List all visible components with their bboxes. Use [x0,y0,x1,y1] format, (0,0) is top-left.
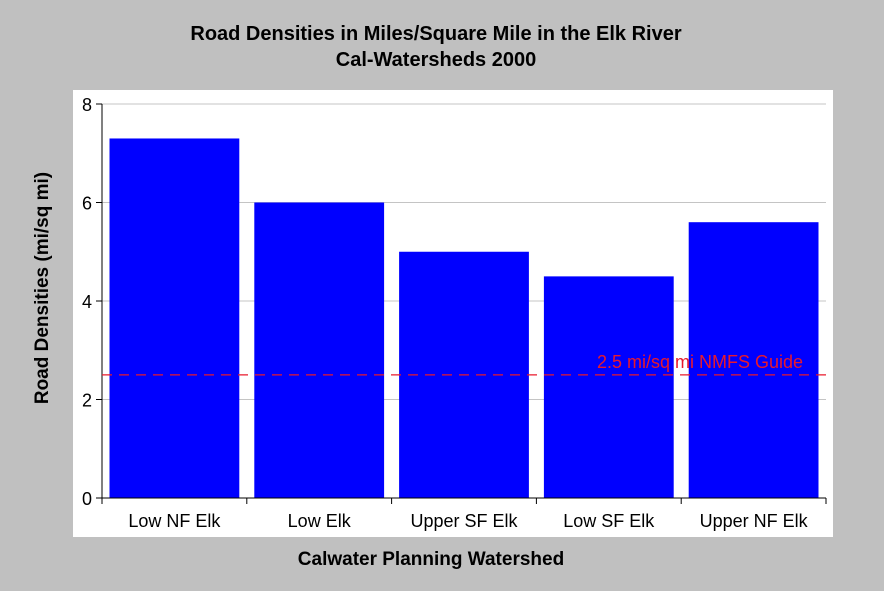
y-tick-label: 6 [82,194,92,214]
bar-1 [109,138,240,498]
x-tick-label: Low SF Elk [563,511,655,531]
x-axis-label: Calwater Planning Watershed [297,549,565,570]
x-tick-label: Upper SF Elk [410,511,518,531]
reference-line-label: 2.5 mi/sq mi NMFS Guide [597,352,803,372]
y-tick-label: 8 [82,95,92,115]
chart-title: Road Densities in Miles/Square Mile in t… [190,23,682,45]
bar-2 [254,202,385,498]
x-tick-label: Upper NF Elk [700,511,809,531]
y-tick-label: 0 [82,489,92,509]
chart-subtitle: Cal-Watersheds 2000 [335,49,537,71]
x-tick-label: Low Elk [288,511,352,531]
bar-4 [543,276,674,498]
y-axis-label: Road Densities (mi/sq mi) [32,171,53,405]
y-tick-label: 4 [82,292,92,312]
x-tick-label: Low NF Elk [128,511,221,531]
bar-5 [688,222,819,498]
y-tick-label: 2 [82,391,92,411]
